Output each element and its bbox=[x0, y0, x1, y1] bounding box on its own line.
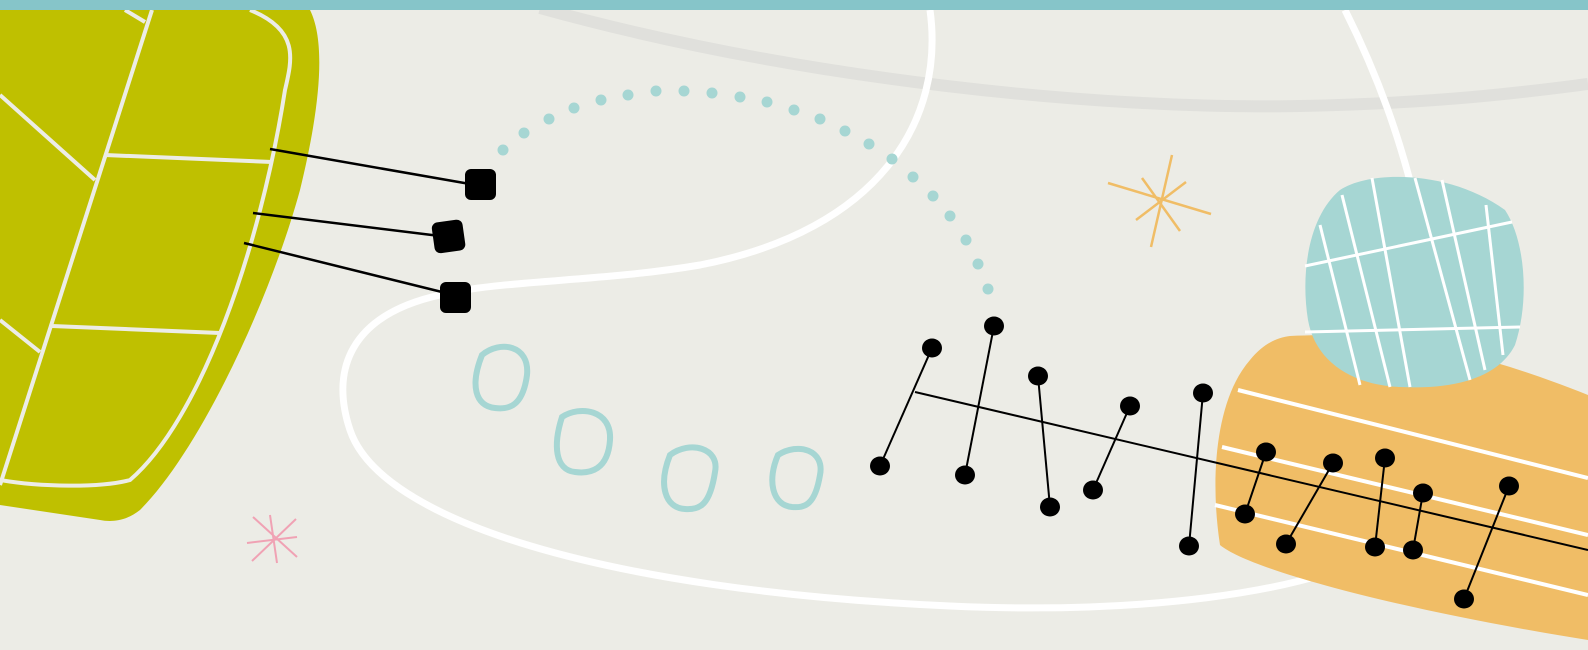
black-squares-part bbox=[440, 282, 471, 313]
banner-illustration bbox=[0, 0, 1588, 650]
dumbbell-dots-part bbox=[1365, 538, 1385, 557]
dumbbell-dots-part bbox=[870, 457, 890, 476]
dotted-arc-part bbox=[707, 88, 718, 99]
dumbbell-dots-part bbox=[922, 339, 942, 358]
dotted-arc-part bbox=[928, 191, 939, 202]
dotted-arc-part bbox=[569, 103, 580, 114]
dotted-arc-part bbox=[735, 92, 746, 103]
dotted-arc-part bbox=[908, 172, 919, 183]
dumbbell-dots-part bbox=[984, 317, 1004, 336]
dumbbell-dots-part bbox=[1256, 443, 1276, 462]
dotted-arc-part bbox=[973, 259, 984, 270]
dotted-arc-part bbox=[961, 235, 972, 246]
dumbbell-dots-part bbox=[1028, 367, 1048, 386]
dumbbell-dots-part bbox=[1040, 498, 1060, 517]
dumbbell-dots-part bbox=[1499, 477, 1519, 496]
dumbbell-dots-part bbox=[1454, 590, 1474, 609]
dumbbell-dots-part bbox=[1403, 541, 1423, 560]
dumbbell-dots-part bbox=[1120, 397, 1140, 416]
black-squares-part bbox=[465, 169, 496, 200]
dotted-arc-part bbox=[762, 97, 773, 108]
dotted-arc-part bbox=[887, 154, 898, 165]
page: (() => { const data = JSON.parse(documen… bbox=[0, 0, 1588, 650]
dumbbell-dots-part bbox=[1179, 537, 1199, 556]
dumbbell-dots-part bbox=[955, 466, 975, 485]
dotted-arc-part bbox=[679, 86, 690, 97]
dotted-arc-part bbox=[544, 114, 555, 125]
dumbbell-dots-part bbox=[1083, 481, 1103, 500]
dumbbell-dots-part bbox=[1235, 505, 1255, 524]
dotted-arc-part bbox=[789, 105, 800, 116]
dotted-arc-part bbox=[815, 114, 826, 125]
black-squares-part bbox=[431, 219, 466, 254]
dotted-arc-part bbox=[519, 128, 530, 139]
teal-blob-part bbox=[1305, 177, 1523, 388]
dumbbell-dots-part bbox=[1323, 454, 1343, 473]
dotted-arc-part bbox=[596, 95, 607, 106]
dumbbell-dots-part bbox=[1375, 449, 1395, 468]
dotted-arc-part bbox=[623, 90, 634, 101]
dotted-arc-part bbox=[651, 86, 662, 97]
dotted-arc-part bbox=[945, 211, 956, 222]
dotted-arc-part bbox=[864, 139, 875, 150]
dumbbell-dots-part bbox=[1276, 535, 1296, 554]
dotted-arc-part bbox=[983, 284, 994, 295]
teal-blob bbox=[1305, 177, 1524, 388]
dumbbell-dots-part bbox=[1193, 384, 1213, 403]
top-bar bbox=[0, 0, 1588, 10]
dotted-arc-part bbox=[498, 145, 509, 156]
dotted-arc-part bbox=[840, 126, 851, 137]
dumbbell-dots-part bbox=[1413, 484, 1433, 503]
